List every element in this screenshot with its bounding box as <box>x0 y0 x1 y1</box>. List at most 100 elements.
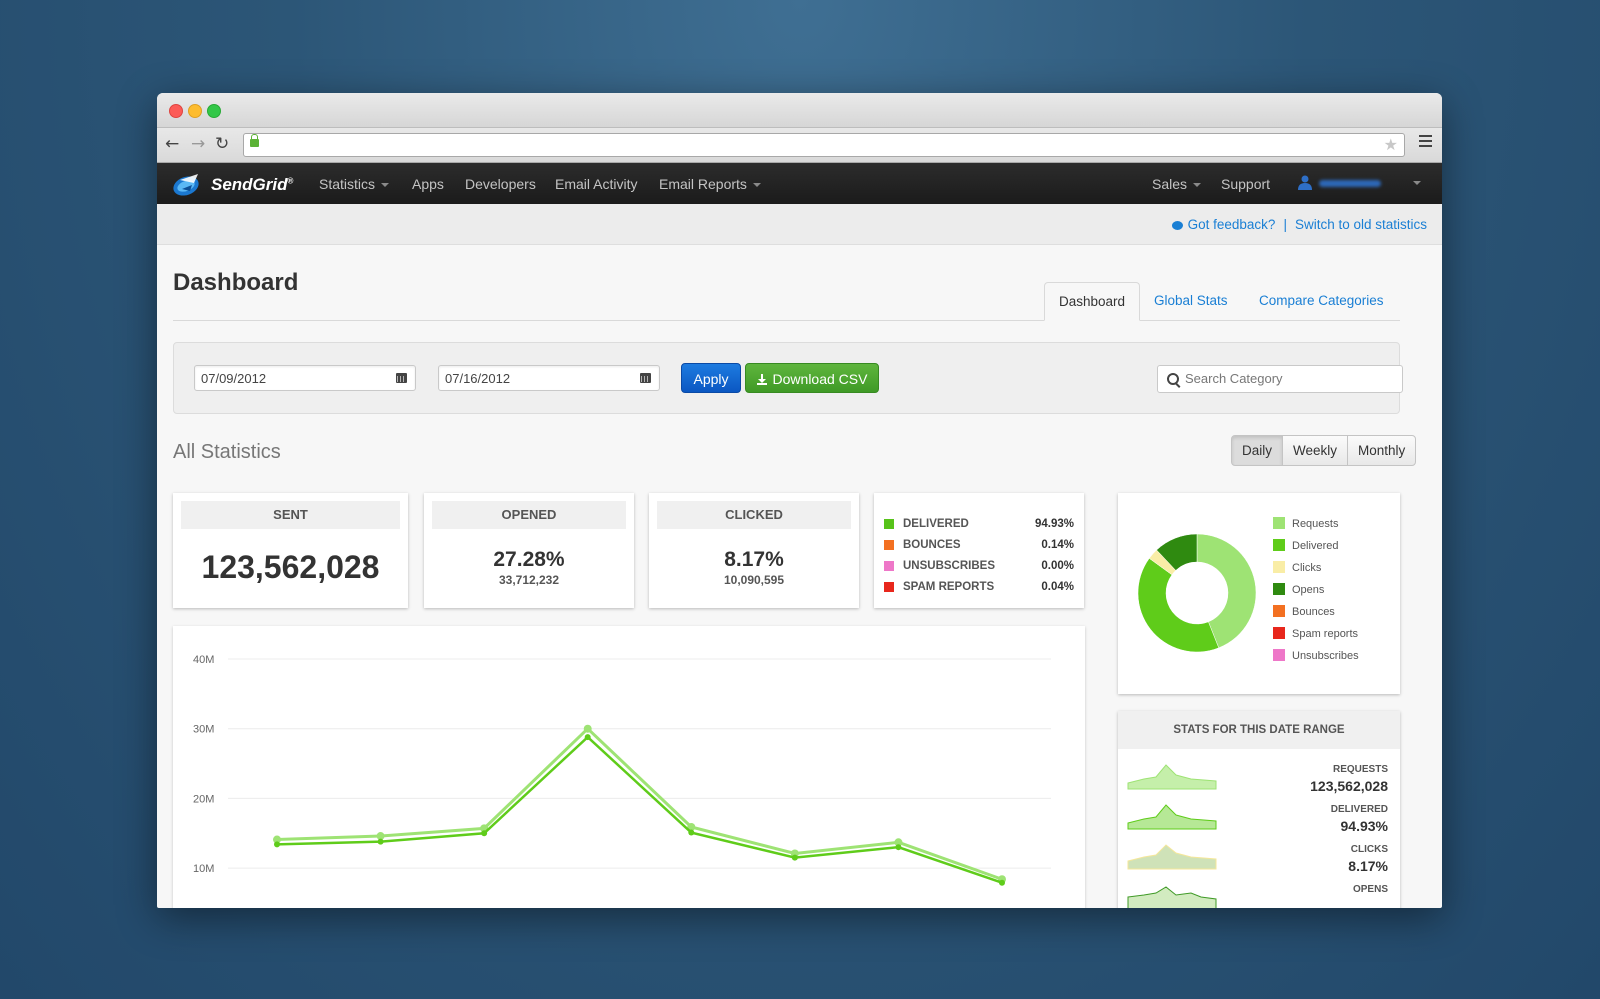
chevron-down-icon <box>381 183 390 188</box>
rate-row-delivered: DELIVERED 94.93% <box>884 518 1074 532</box>
data-point[interactable] <box>273 835 281 844</box>
start-date-input[interactable]: 07/09/2012 <box>194 365 416 391</box>
sparkline-delivered <box>1127 804 1217 830</box>
browser-menu-icon[interactable] <box>1419 135 1432 150</box>
link-separator: | <box>1283 217 1287 232</box>
legend-swatch <box>1273 539 1285 551</box>
data-point[interactable] <box>377 838 384 845</box>
brand-name: SendGrid <box>211 175 288 194</box>
range-clicks-label: CLICKS <box>1350 844 1388 855</box>
data-point[interactable] <box>584 734 591 741</box>
y-tick-label: 30M <box>193 724 214 736</box>
period-weekly-button[interactable]: Weekly <box>1282 435 1349 466</box>
nav-support[interactable]: Support <box>1221 176 1271 192</box>
address-bar[interactable]: ★ <box>243 133 1405 157</box>
nav-developers[interactable]: Developers <box>465 176 536 192</box>
tab-dashboard[interactable]: Dashboard <box>1044 282 1141 321</box>
download-csv-button[interactable]: Download CSV <box>745 363 879 393</box>
filter-bar: 07/09/2012 07/16/2012 Apply Download CSV… <box>173 342 1403 414</box>
rate-value: 0.00% <box>1041 560 1074 572</box>
legend-label: Clicks <box>1292 562 1322 574</box>
legend-swatch <box>1273 517 1285 529</box>
data-point[interactable] <box>791 854 798 861</box>
rate-value: 94.93% <box>1034 518 1074 530</box>
rate-swatch <box>884 582 894 592</box>
data-point[interactable] <box>376 832 385 841</box>
chevron-down-icon <box>752 183 761 188</box>
user-menu-chevron-down-icon[interactable] <box>1413 181 1421 185</box>
legend-label: Bounces <box>1292 606 1335 618</box>
nav-email-activity[interactable]: Email Activity <box>555 176 638 192</box>
breakdown-pie-card: Requests Delivered Clicks Opens Bounces … <box>1118 493 1400 694</box>
rate-swatch <box>884 540 894 550</box>
data-point[interactable] <box>895 844 902 851</box>
clicked-percent: 8.17% <box>724 548 784 571</box>
bookmark-star-icon[interactable]: ★ <box>1383 135 1398 154</box>
close-window-button[interactable] <box>169 104 183 118</box>
switch-old-stats-link[interactable]: Switch to old statistics <box>1294 217 1427 232</box>
user-name-redacted[interactable] <box>1319 180 1381 187</box>
nav-apps[interactable]: Apps <box>412 176 444 192</box>
rate-swatch <box>884 519 894 529</box>
feedback-bar: Got feedback? | Switch to old statistics <box>157 204 1442 245</box>
rate-value: 0.04% <box>1041 581 1074 593</box>
sent-value: 123,562,028 <box>201 549 380 585</box>
y-tick-label: 10M <box>193 863 214 875</box>
data-point[interactable] <box>999 879 1005 886</box>
period-daily-button[interactable]: Daily <box>1231 435 1284 466</box>
data-point[interactable] <box>687 822 696 831</box>
data-point[interactable] <box>274 841 280 848</box>
user-icon[interactable] <box>1298 175 1312 190</box>
sparkline-clicks <box>1127 844 1217 870</box>
legend-label: Unsubscribes <box>1292 650 1359 662</box>
legend-swatch <box>1273 627 1285 639</box>
end-date-input[interactable]: 07/16/2012 <box>438 365 660 391</box>
sent-label: SENT <box>181 501 400 529</box>
y-tick-label: 20M <box>193 793 214 805</box>
search-placeholder: Search Category <box>1185 371 1283 386</box>
line-chart-card: 40M 30M 20M 10M <box>173 626 1085 908</box>
rate-label: BOUNCES <box>903 539 961 551</box>
donut-chart <box>1137 533 1257 653</box>
pie-slice[interactable] <box>1137 557 1220 653</box>
range-clicks-value: 8.17% <box>1348 858 1388 874</box>
tab-compare-categories[interactable]: Compare Categories <box>1259 293 1384 308</box>
pie-slice[interactable] <box>1196 533 1257 649</box>
opened-card: OPENED 27.28% 33,712,232 <box>424 493 634 608</box>
search-category-input[interactable]: Search Category <box>1157 365 1403 393</box>
reload-icon[interactable]: ↻ <box>215 134 230 154</box>
data-point[interactable] <box>583 724 592 733</box>
apply-button[interactable]: Apply <box>681 363 741 393</box>
legend-swatch <box>1273 561 1285 573</box>
minimize-window-button[interactable] <box>188 104 202 118</box>
zoom-window-button[interactable] <box>207 104 221 118</box>
back-arrow-icon[interactable]: ← <box>165 134 180 154</box>
nav-email-reports[interactable]: Email Reports <box>659 176 761 192</box>
tab-global-stats[interactable]: Global Stats <box>1154 293 1228 308</box>
opened-label: OPENED <box>432 501 626 529</box>
top-navbar: SendGrid® Statistics Apps Developers Ema… <box>157 163 1442 204</box>
legend-label: Opens <box>1292 584 1325 596</box>
legend-swatch <box>1273 583 1285 595</box>
pie-slice[interactable] <box>1156 533 1198 571</box>
section-title: All Statistics <box>173 441 281 463</box>
browser-window: ← → ↻ ★ SendGrid® Statistics Apps Develo… <box>157 93 1442 908</box>
rate-swatch <box>884 561 894 571</box>
rate-row-spam-reports: SPAM REPORTS 0.04% <box>884 581 1074 595</box>
rate-row-bounces: BOUNCES 0.14% <box>884 539 1074 553</box>
data-point[interactable] <box>894 838 903 847</box>
rate-row-unsubscribes: UNSUBSCRIBES 0.00% <box>884 560 1074 574</box>
y-tick-label: 40M <box>193 654 214 666</box>
nav-sales[interactable]: Sales <box>1152 176 1202 192</box>
data-point[interactable] <box>481 830 488 837</box>
period-monthly-button[interactable]: Monthly <box>1347 435 1417 466</box>
calendar-icon[interactable] <box>640 373 651 383</box>
nav-statistics[interactable]: Statistics <box>319 176 390 192</box>
sendgrid-logo-icon <box>173 174 199 196</box>
chart-series <box>273 724 1006 886</box>
feedback-link[interactable]: Got feedback? <box>1187 217 1276 232</box>
forward-arrow-icon[interactable]: → <box>191 134 206 154</box>
legend-label: Spam reports <box>1292 628 1359 640</box>
data-point[interactable] <box>688 829 695 836</box>
calendar-icon[interactable] <box>396 373 407 383</box>
